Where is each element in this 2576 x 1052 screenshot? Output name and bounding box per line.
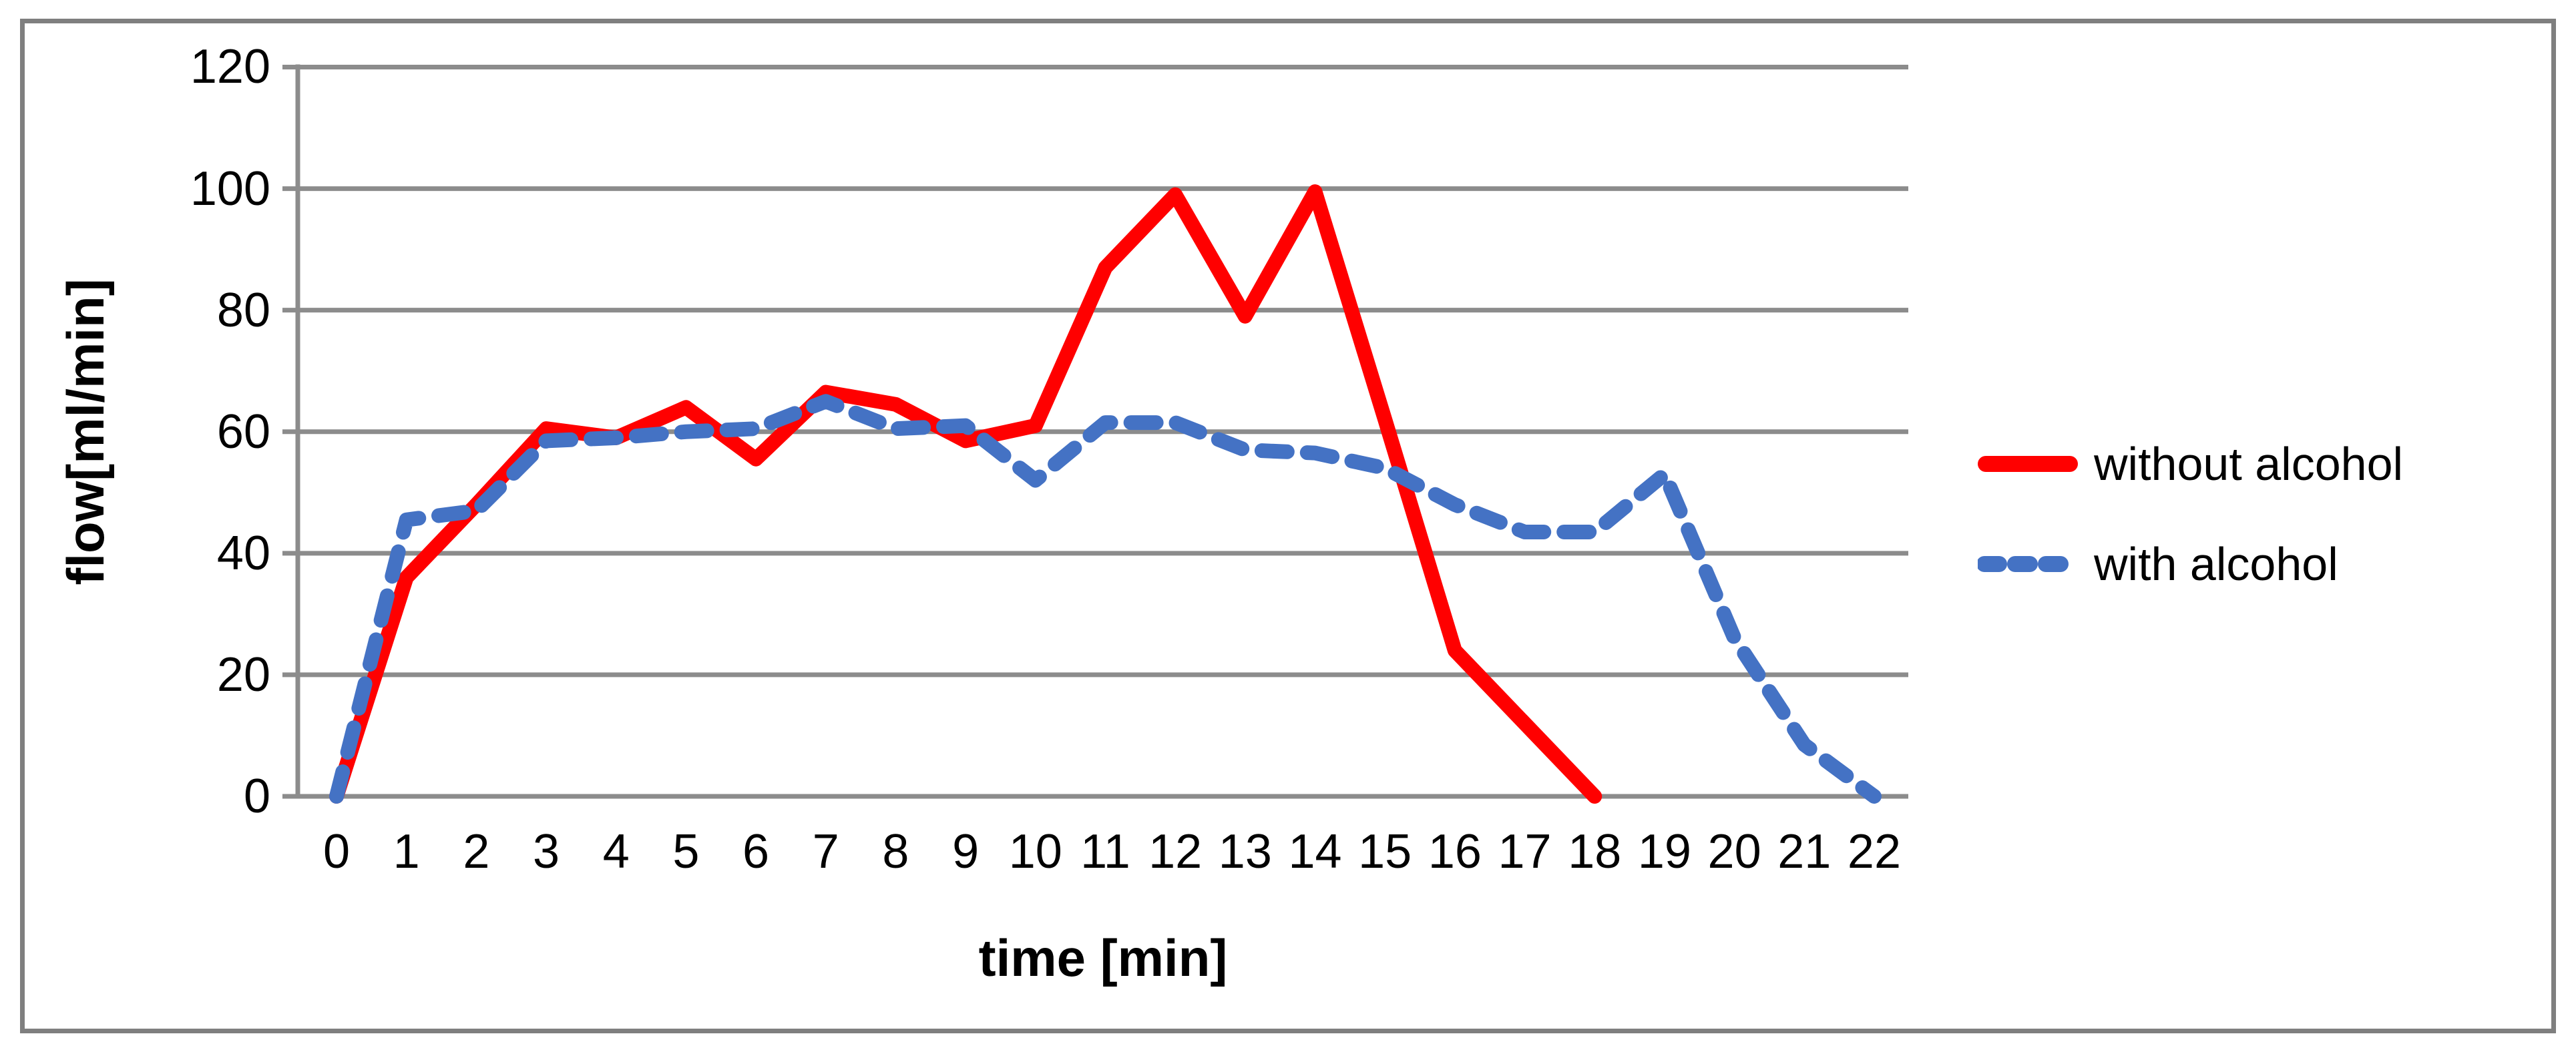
y-tick-label-120: 120	[190, 40, 270, 94]
legend-label-without-alcohol: without alcohol	[2094, 438, 2404, 490]
y-tick-label-100: 100	[190, 162, 270, 216]
legend-label-with-alcohol: with alcohol	[2094, 538, 2338, 590]
x-tick-label-21: 21	[1777, 825, 1832, 878]
legend: without alcohol with alcohol	[1978, 427, 2403, 627]
series-line-with-alcohol	[329, 394, 1882, 804]
x-tick-label-13: 13	[1218, 825, 1272, 878]
x-tick-label-19: 19	[1637, 825, 1691, 878]
x-tick-label-1: 1	[393, 825, 420, 878]
x-tick-label-15: 15	[1358, 825, 1412, 878]
x-tick-label-22: 22	[1847, 825, 1901, 878]
y-tick-label-20: 20	[216, 647, 270, 702]
x-tick-label-10: 10	[1008, 825, 1062, 878]
x-tick-label-20: 20	[1707, 825, 1761, 878]
x-tick-label-6: 6	[742, 825, 770, 878]
x-tick-label-2: 2	[463, 825, 490, 878]
x-tick-label-12: 12	[1148, 825, 1203, 878]
x-tick-label-8: 8	[882, 825, 909, 878]
x-tick-label-0: 0	[323, 825, 351, 878]
x-tick-label-14: 14	[1288, 825, 1342, 878]
legend-row-without-alcohol: without alcohol	[1978, 427, 2403, 501]
legend-row-with-alcohol: with alcohol	[1978, 527, 2403, 601]
x-axis-title: time [min]	[978, 929, 1228, 987]
x-tick-label-17: 17	[1498, 825, 1552, 878]
x-tick-label-3: 3	[533, 825, 560, 878]
legend-line-sample-solid-icon	[1978, 456, 2078, 472]
x-tick-label-4: 4	[602, 825, 630, 878]
x-tick-label-5: 5	[672, 825, 700, 878]
y-tick-label-80: 80	[216, 283, 270, 337]
x-tick-label-9: 9	[952, 825, 980, 878]
y-tick-label-0: 0	[243, 770, 270, 823]
x-tick-label-7: 7	[812, 825, 839, 878]
x-tick-label-18: 18	[1568, 825, 1622, 878]
series-line-without-alcohol	[329, 184, 1602, 804]
y-tick-label-60: 60	[216, 405, 270, 459]
legend-line-sample-dashed-icon	[1978, 556, 2078, 572]
x-tick-label-11: 11	[1080, 825, 1130, 878]
y-axis-title: flow[ml/min]	[56, 278, 115, 585]
x-tick-label-16: 16	[1428, 825, 1482, 878]
y-tick-label-40: 40	[216, 526, 270, 580]
